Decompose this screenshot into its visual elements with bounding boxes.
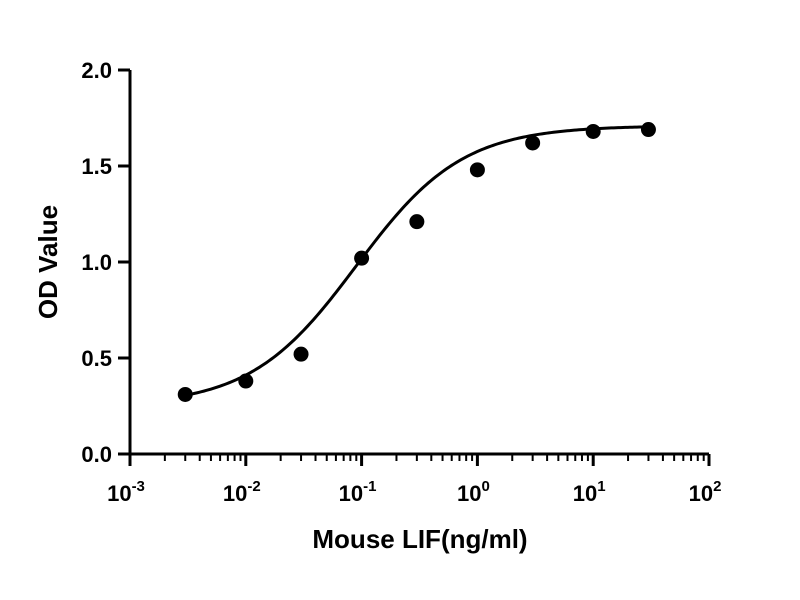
y-tick-label: 1.5 (81, 154, 112, 179)
data-point (409, 214, 425, 230)
data-point (177, 386, 193, 402)
data-point (640, 122, 656, 138)
y-axis-ticks: 0.0 0.5 1.0 1.5 2.0 (81, 58, 130, 467)
x-tick-label: 102 (689, 478, 722, 506)
data-point (354, 250, 370, 266)
data-point (525, 135, 541, 151)
x-tick-label: 101 (573, 478, 606, 506)
x-tick-label: 10-2 (223, 478, 261, 506)
x-tick-label: 10-3 (107, 478, 145, 506)
data-point (238, 373, 254, 389)
x-tick-label: 10-1 (339, 478, 377, 506)
fit-curve (184, 125, 649, 397)
y-tick-label: 0.5 (81, 346, 112, 371)
x-tick-label: 100 (457, 478, 490, 506)
y-tick-label: 1.0 (81, 250, 112, 275)
y-tick-label: 2.0 (81, 58, 112, 83)
y-tick-label: 0.0 (81, 442, 112, 467)
data-point (293, 346, 309, 362)
data-point (469, 162, 485, 178)
y-axis-title: OD Value (33, 205, 63, 319)
x-axis-title: Mouse LIF(ng/ml) (312, 524, 527, 554)
x-axis-ticks: 10-3 10-2 10-1 100 101 102 (107, 454, 721, 506)
data-point (585, 123, 601, 139)
data-points (177, 122, 656, 402)
